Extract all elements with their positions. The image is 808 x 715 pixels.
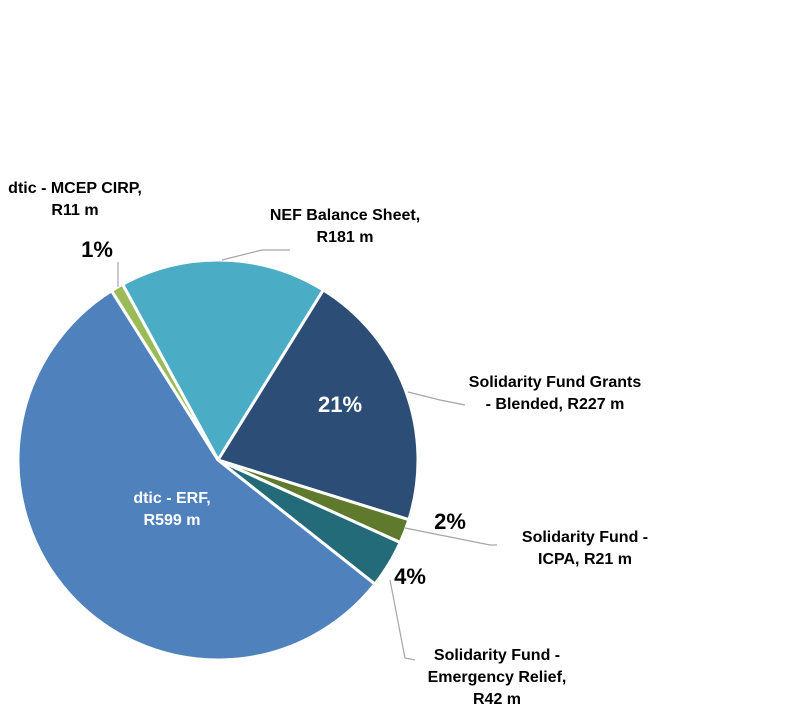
pie-slice xyxy=(216,288,420,522)
slice-label: Solidarity Fund - ICPA, R21 m xyxy=(521,529,649,568)
slice-label: dtic - MCEP CIRP, R11 m xyxy=(8,180,142,219)
percent-label: 1% xyxy=(81,237,113,262)
leader-line xyxy=(404,527,497,546)
percent-label: 2% xyxy=(434,509,466,534)
percent-label: 4% xyxy=(394,564,426,589)
slice-label: dtic - ERF, R599 m xyxy=(133,490,211,529)
leader-line xyxy=(389,579,416,661)
leader-line xyxy=(221,249,290,261)
pie-slice xyxy=(110,282,220,462)
leader-line xyxy=(407,391,466,406)
percent-label: 21% xyxy=(317,392,363,417)
slice-label: NEF Balance Sheet, R181 m xyxy=(269,207,421,246)
slice-label: Solidarity Fund Grants - Blended, R227 m xyxy=(468,374,642,413)
slice-label: Solidarity Fund - Emergency Relief, R42 … xyxy=(427,647,567,708)
pie-slice xyxy=(16,289,377,662)
